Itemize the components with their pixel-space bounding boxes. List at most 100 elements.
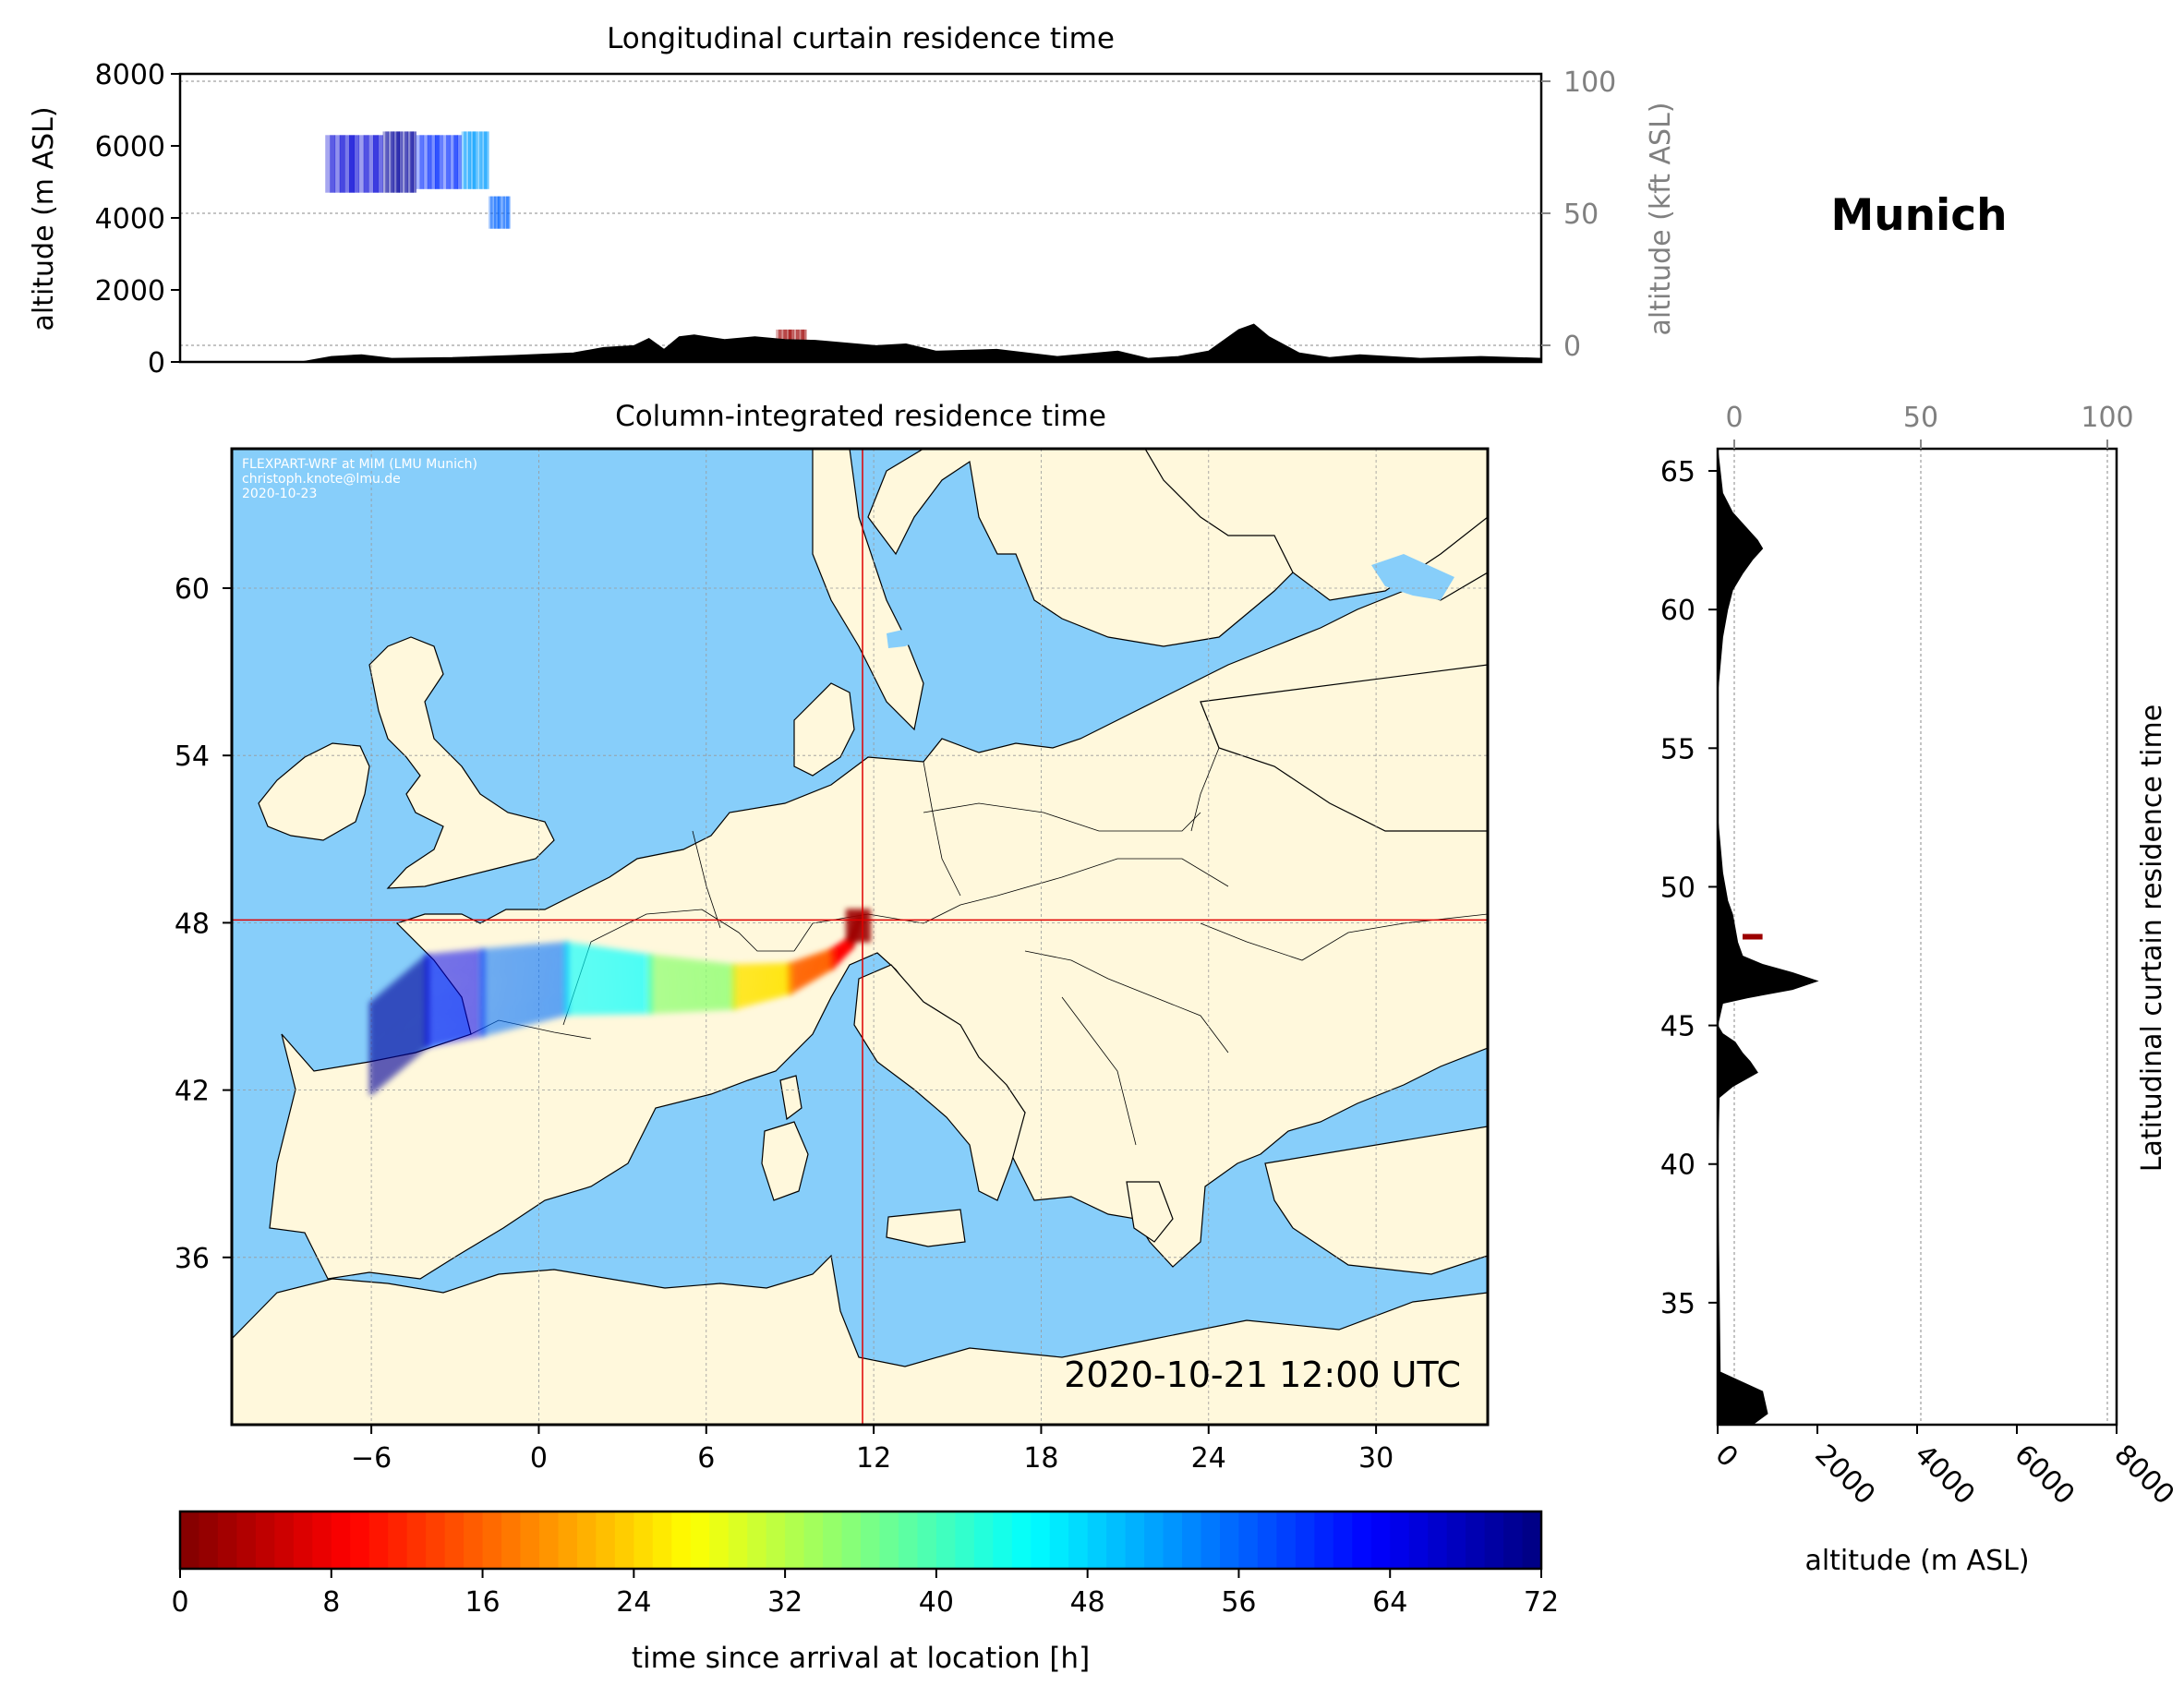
top-plume-block xyxy=(786,329,790,341)
map-xtick-label: −6 xyxy=(351,1442,392,1475)
right-x-ticks: 0 2000 4000 6000 8000 xyxy=(1708,1425,2180,1511)
colorbar-band xyxy=(1049,1511,1069,1569)
colorbar-band xyxy=(255,1511,275,1569)
colorbar-frame xyxy=(178,1510,1543,1571)
top-plume-block xyxy=(457,135,463,189)
map-xtick-label: 30 xyxy=(1358,1442,1394,1475)
top-plume-block xyxy=(391,131,394,193)
map-xtick-label: 6 xyxy=(697,1442,715,1475)
right-ytick-label: 50 xyxy=(1660,872,1695,904)
top-plume-block xyxy=(461,131,465,189)
top-y2-ticks: 0 50 100 xyxy=(1541,66,1616,363)
colorbar-bands xyxy=(180,1511,1542,1569)
colorbar-band xyxy=(671,1511,692,1569)
plume-strand xyxy=(424,960,487,974)
top-plume-block xyxy=(378,135,383,193)
colorbar-band xyxy=(482,1511,502,1569)
top-plume-block xyxy=(801,329,804,341)
colorbar-band xyxy=(993,1511,1013,1569)
colorbar-band xyxy=(1503,1511,1524,1569)
right-ytick-label: 60 xyxy=(1660,595,1695,627)
plume-strand xyxy=(424,977,487,992)
top-plume-block xyxy=(442,135,447,189)
top-plume-block xyxy=(776,329,779,341)
plume-strand xyxy=(424,1018,487,1035)
top-plume-block xyxy=(798,329,802,341)
colorbar-band xyxy=(1238,1511,1259,1569)
colorbar-band xyxy=(1257,1511,1277,1569)
map-panel: Column-integrated residence time xyxy=(175,400,1490,1475)
colorbar-band xyxy=(406,1511,427,1569)
plume-strand xyxy=(424,981,487,995)
top-plume-block xyxy=(453,135,459,189)
colorbar-band xyxy=(841,1511,862,1569)
top-plume-block xyxy=(410,131,414,193)
right-xtick-label: 4000 xyxy=(1908,1439,1981,1511)
top-plume-block xyxy=(790,329,794,341)
plume-strand xyxy=(424,1010,487,1028)
colorbar-band xyxy=(180,1511,200,1569)
plume-strand xyxy=(424,1001,487,1017)
plume-strand xyxy=(424,991,487,1006)
map-plume xyxy=(368,909,872,1097)
colorbar-band xyxy=(293,1511,313,1569)
colorbar-tick-label: 16 xyxy=(465,1586,500,1619)
plume-strand xyxy=(424,974,487,989)
colorbar-band xyxy=(614,1511,634,1569)
top-plume-block xyxy=(434,135,440,189)
plume-strand xyxy=(424,1020,487,1039)
plume-strand xyxy=(424,954,487,967)
map-frame xyxy=(230,447,1490,1427)
top-plume-block xyxy=(344,135,350,193)
top-plume-block xyxy=(490,196,493,229)
colorbar-band xyxy=(1446,1511,1466,1569)
plume-strand xyxy=(424,967,487,981)
top-y2tick-label: 50 xyxy=(1563,199,1599,231)
colorbar-band xyxy=(388,1511,408,1569)
top-plume-block xyxy=(450,135,454,189)
top-plume-block xyxy=(506,196,509,229)
credit-line-1: FLEXPART-WRF at MIM (LMU Munich) xyxy=(242,457,477,472)
map-timestamp: 2020-10-21 12:00 UTC xyxy=(1064,1355,1461,1395)
top-plume-block xyxy=(439,135,443,189)
colorbar-band xyxy=(1031,1511,1051,1569)
top-plume-block xyxy=(472,131,476,189)
top-ytick-label: 4000 xyxy=(95,203,165,235)
colorbar-band xyxy=(1276,1511,1297,1569)
top-plume-block xyxy=(399,131,403,193)
colorbar-band xyxy=(785,1511,805,1569)
top-plume-block xyxy=(334,135,341,193)
top-ytick-label: 0 xyxy=(148,347,165,379)
plume-strand xyxy=(424,1014,487,1031)
colorbar-band xyxy=(973,1511,994,1569)
colorbar-band xyxy=(633,1511,654,1569)
top-plume-block xyxy=(330,135,336,193)
plume-core xyxy=(845,909,872,943)
top-y2tick-label: 100 xyxy=(1563,66,1616,99)
colorbar-label: time since arrival at location [h] xyxy=(632,1642,1090,1675)
colorbar-band xyxy=(879,1511,899,1569)
colorbar-band xyxy=(312,1511,332,1569)
top-plume-block xyxy=(477,131,480,189)
colorbar: 0 8 16 24 32 40 48 56 64 72 time since arrival at… xyxy=(171,1510,1559,1675)
top-plume-block xyxy=(493,196,497,229)
right-ytick-label: 55 xyxy=(1660,733,1695,765)
plume-strand xyxy=(424,1007,487,1024)
map-lake-vanern xyxy=(887,626,923,648)
plume-strand xyxy=(424,987,487,1003)
plume-strand xyxy=(424,970,487,985)
top-plume-block xyxy=(778,329,782,341)
map-xtick-label: 24 xyxy=(1191,1442,1226,1475)
colorbar-band xyxy=(538,1511,560,1569)
top-plume-block xyxy=(793,329,797,341)
top-plume-block xyxy=(407,131,411,193)
top-plume-block xyxy=(349,135,355,193)
top-plume-block xyxy=(419,135,425,189)
right-xtick-label: 0 xyxy=(1708,1439,1744,1474)
top-y2tick-label: 0 xyxy=(1563,331,1581,363)
top-plume-block xyxy=(475,131,478,189)
top-plume-block xyxy=(467,131,471,189)
top-plume-block xyxy=(481,131,485,189)
top-plume-block xyxy=(465,131,469,189)
